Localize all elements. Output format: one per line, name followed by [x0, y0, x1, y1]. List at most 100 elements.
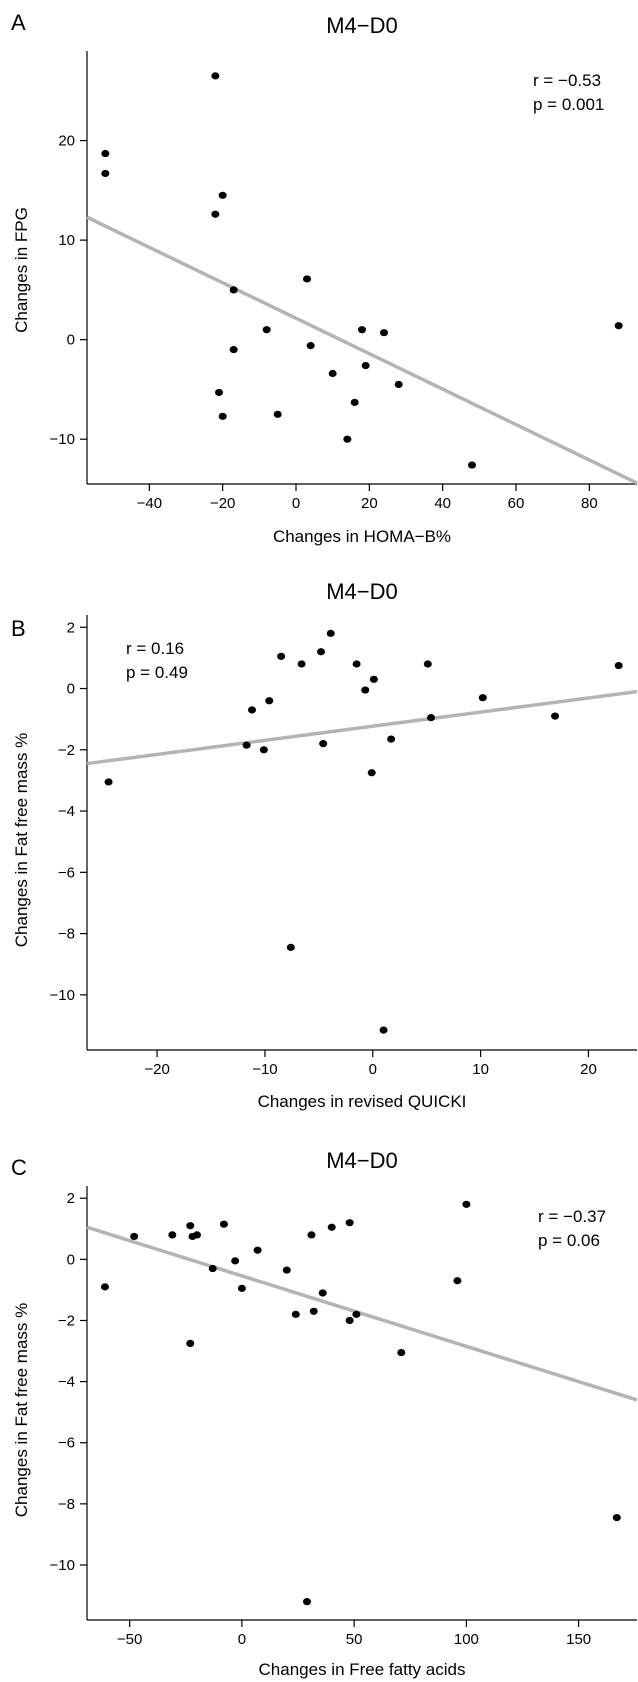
data-point [352, 660, 361, 668]
y-tick-label: −4 [58, 803, 75, 820]
x-tick-label: −20 [210, 495, 235, 512]
y-tick-label: 2 [67, 619, 75, 636]
data-point [327, 1223, 336, 1231]
x-tick-label: 20 [361, 495, 378, 512]
data-point [326, 629, 335, 637]
data-point [242, 741, 251, 749]
y-tick-label: 0 [67, 681, 75, 698]
data-point [215, 388, 223, 397]
correlation-r-label: r = −0.53 [533, 71, 601, 90]
data-point [468, 461, 476, 469]
data-point [229, 286, 238, 294]
y-axis-label: Changes in FPG [12, 207, 31, 333]
y-tick-label: 0 [67, 332, 75, 349]
regression-line [86, 1225, 638, 1402]
data-point [614, 661, 623, 670]
data-point [218, 412, 227, 420]
data-point [328, 369, 337, 378]
panel-b: B M4−D0 Changes in revised QUICKI Change… [11, 579, 638, 1111]
data-point [343, 435, 352, 443]
data-point [130, 1232, 139, 1241]
panel-c: C M4−D0 Changes in Free fatty acids Chan… [11, 1148, 638, 1679]
panel-title: M4−D0 [326, 13, 398, 38]
x-axis-label: Changes in Free fatty acids [259, 1660, 466, 1679]
data-point [303, 1598, 311, 1606]
data-point [453, 1277, 462, 1285]
data-point [237, 1284, 246, 1292]
data-point [104, 778, 113, 786]
data-point [211, 72, 220, 80]
data-point [186, 1339, 195, 1348]
y-tick-label: −8 [58, 926, 75, 943]
data-point [282, 1266, 291, 1274]
data-point [380, 329, 388, 337]
y-tick-label: −2 [58, 1312, 75, 1329]
data-point [218, 191, 227, 199]
panel-title: M4−D0 [326, 579, 398, 604]
data-point [612, 1514, 621, 1522]
panel-label: A [11, 10, 26, 35]
y-tick-label: 10 [58, 232, 75, 249]
data-point [277, 652, 286, 660]
data-point [303, 275, 311, 283]
y-axis-label: Changes in Fat free mass % [12, 1303, 31, 1517]
data-point [319, 740, 328, 748]
x-tick-label: 80 [581, 495, 598, 512]
data-point [427, 714, 436, 722]
x-axis-label: Changes in HOMA−B% [273, 527, 451, 546]
x-tick-label: −10 [252, 1061, 277, 1078]
data-point [273, 410, 282, 418]
panel-label: B [11, 616, 26, 641]
data-point [309, 1307, 318, 1315]
data-point [361, 361, 370, 370]
regression-line [86, 215, 638, 485]
data-point [229, 346, 238, 354]
data-point [358, 326, 366, 334]
x-tick-label: 100 [454, 1631, 479, 1648]
x-tick-label: 40 [434, 495, 451, 512]
data-point [551, 712, 560, 720]
data-point [259, 746, 268, 754]
correlation-r-label: r = 0.16 [126, 639, 184, 658]
y-tick-label: −10 [50, 431, 75, 448]
y-tick-label: 20 [58, 133, 75, 150]
data-point [186, 1222, 195, 1230]
data-point [379, 1026, 388, 1034]
x-tick-label: 10 [472, 1061, 489, 1078]
data-point [101, 149, 110, 158]
data-point [262, 326, 271, 334]
data-point [307, 1231, 316, 1239]
data-point [208, 1264, 217, 1273]
data-point [397, 1348, 406, 1357]
x-tick-label: 60 [508, 495, 525, 512]
y-tick-label: −6 [58, 1435, 75, 1452]
correlation-r-label: r = −0.37 [538, 1207, 606, 1226]
y-axis-label: Changes in Fat free mass % [12, 733, 31, 947]
y-tick-label: −10 [50, 987, 75, 1004]
y-tick-label: −4 [58, 1374, 75, 1391]
data-point [100, 1283, 109, 1291]
x-tick-label: 50 [346, 1631, 363, 1648]
y-tick-label: −10 [50, 1557, 75, 1574]
data-point [614, 322, 623, 330]
data-point [462, 1200, 471, 1208]
y-tick-label: 2 [67, 1190, 75, 1207]
y-tick-label: −6 [58, 864, 75, 881]
x-tick-label: −50 [117, 1631, 142, 1648]
regression-line [86, 689, 638, 766]
x-tick-label: 150 [566, 1631, 591, 1648]
panel-label: C [11, 1155, 27, 1180]
data-point [318, 1289, 327, 1297]
data-point [345, 1219, 354, 1227]
data-point [423, 660, 432, 668]
data-point [369, 675, 378, 683]
x-tick-label: 20 [580, 1061, 597, 1078]
data-point [367, 769, 376, 777]
data-point [193, 1231, 201, 1239]
x-tick-label: −40 [137, 495, 162, 512]
panel-a: A M4−D0 Changes in HOMA−B% Changes in FP… [11, 10, 638, 546]
data-point [350, 398, 359, 406]
data-point [248, 706, 256, 714]
y-tick-label: 0 [67, 1251, 75, 1268]
